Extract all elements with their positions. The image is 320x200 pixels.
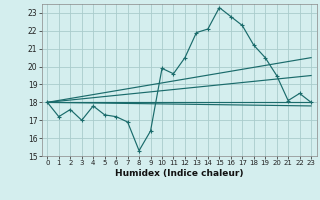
X-axis label: Humidex (Indice chaleur): Humidex (Indice chaleur) [115,169,244,178]
